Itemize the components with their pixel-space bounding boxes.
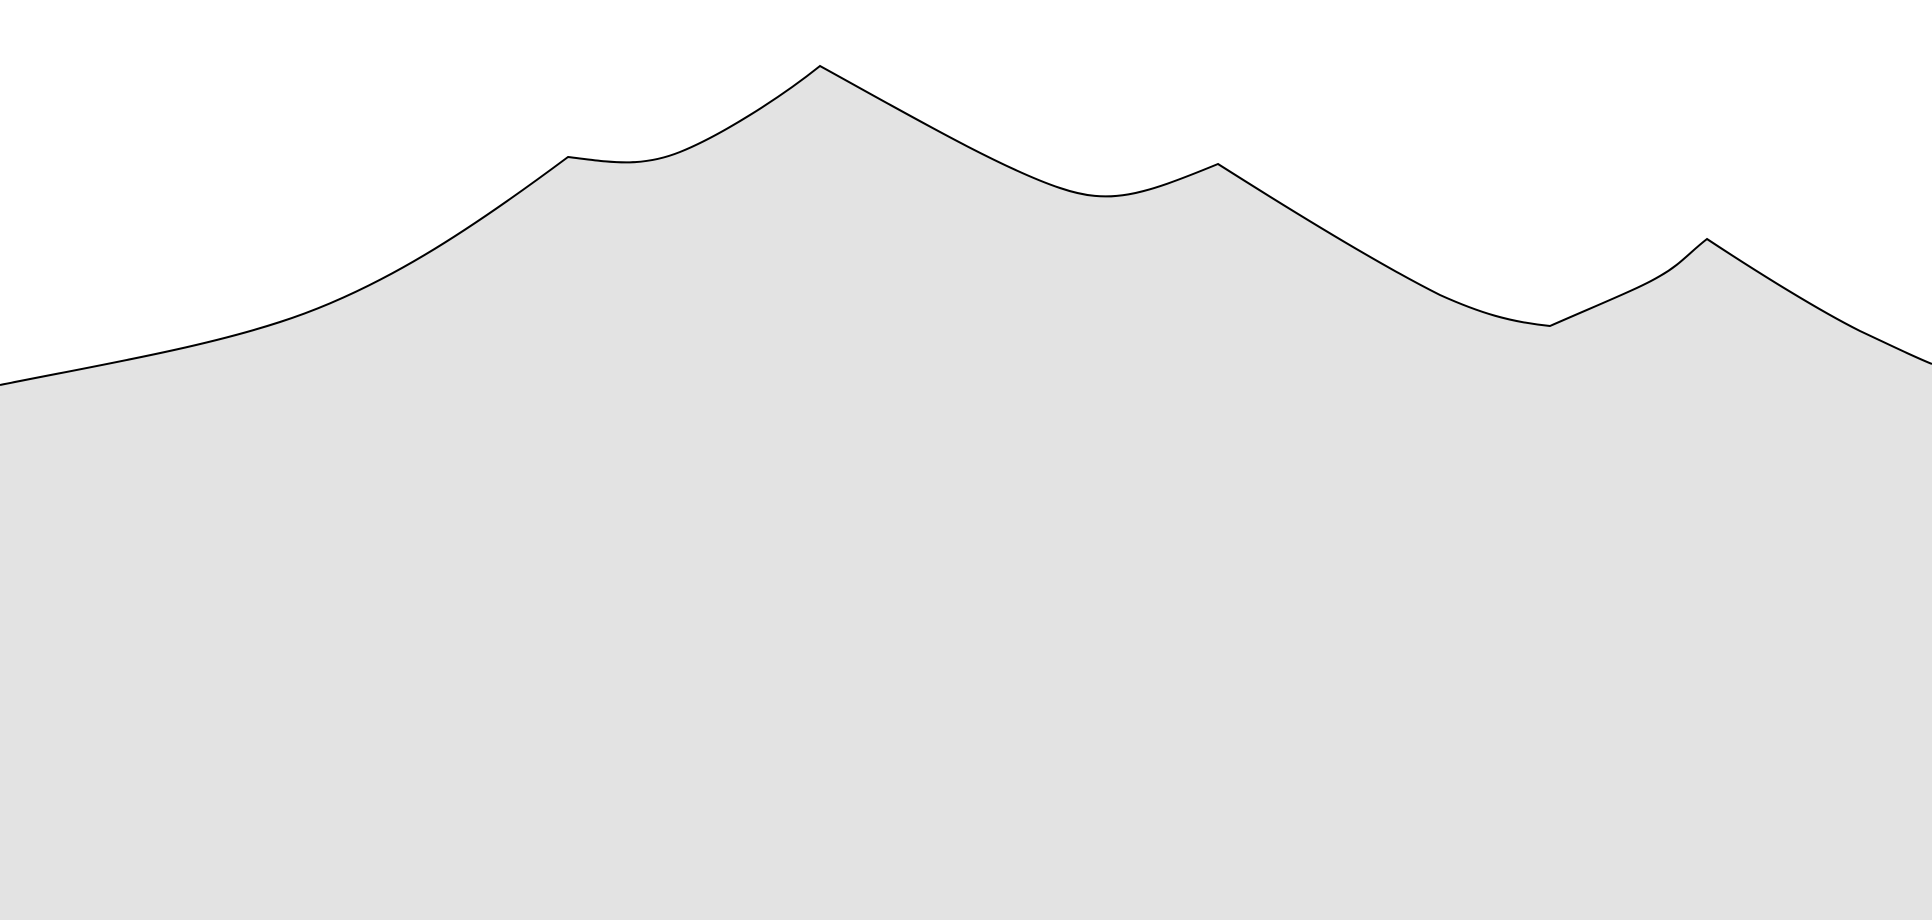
mountain-fill <box>0 66 1932 920</box>
ridge-line <box>0 64 1932 386</box>
